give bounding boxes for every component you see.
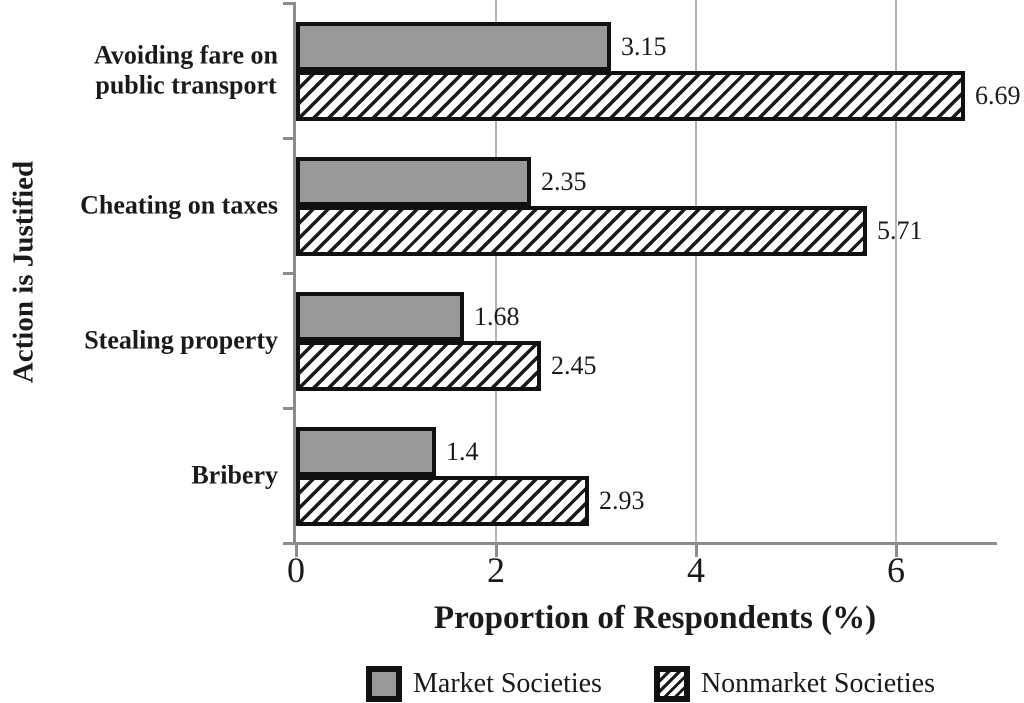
x-tick-label-2: 2 [487, 550, 505, 590]
x-tick-label-6: 6 [887, 550, 905, 590]
y-axis-tick-4 [283, 542, 296, 545]
bar-market-societies-1 [296, 157, 531, 206]
y-axis-tick-3 [283, 407, 296, 410]
legend-swatch-market-societies [366, 666, 402, 702]
y-axis-tick-2 [283, 272, 296, 275]
legend-swatch-nonmarket-societies-hatch-icon [653, 666, 690, 702]
x-axis-tick-4 [695, 543, 698, 557]
bar-nonmarket-societies-3 [296, 476, 589, 526]
value-label-nonmarket-societies-0: 6.69 [975, 81, 1021, 110]
category-label-bribery: Bribery [191, 460, 278, 490]
y-axis-title: Action is Justified [7, 160, 40, 384]
x-axis-line [283, 542, 997, 545]
value-label-market-societies-1: 2.35 [541, 166, 587, 196]
category-label-cheating-on-taxes: Cheating on taxes [80, 190, 278, 220]
legend-label-nonmarket-societies: Nonmarket Societies [700, 668, 936, 699]
category-label-avoiding-fare-on: Avoiding fare on public transport [94, 39, 278, 100]
value-label-nonmarket-societies-3: 2.93 [599, 486, 645, 515]
x-tick-label-4: 4 [687, 550, 705, 590]
bar-market-societies-0 [296, 22, 611, 71]
legend-label-market-societies: Market Societies [413, 668, 602, 699]
gridline-4 [695, 0, 697, 543]
y-axis-tick-1 [283, 137, 296, 140]
value-label-market-societies-3: 1.4 [446, 436, 479, 466]
x-tick-label-0: 0 [287, 550, 305, 590]
x-axis-tick-6 [895, 543, 898, 557]
bar-nonmarket-societies-1 [296, 206, 867, 256]
legend-item-market-societies: Market Societies [366, 666, 602, 702]
value-label-market-societies-2: 1.68 [474, 301, 520, 331]
x-axis-tick-2 [495, 543, 498, 557]
legend: Market Societies Nonmarket Societies [366, 666, 935, 702]
bar-nonmarket-societies-2 [296, 341, 541, 391]
value-label-nonmarket-societies-1: 5.71 [877, 216, 923, 245]
bar-market-societies-2 [296, 292, 464, 341]
bar-nonmarket-societies-0 [296, 71, 965, 121]
gridline-2 [495, 0, 497, 543]
value-label-market-societies-0: 3.15 [621, 31, 667, 61]
y-axis-tick-0 [283, 2, 296, 5]
x-axis-tick-0 [295, 543, 298, 557]
bar-market-societies-3 [296, 427, 436, 476]
category-label-stealing-property: Stealing property [84, 325, 278, 355]
legend-item-nonmarket-societies: Nonmarket Societies [653, 666, 936, 702]
gridline-6 [895, 0, 897, 543]
value-label-nonmarket-societies-2: 2.45 [551, 351, 597, 380]
x-axis-title: Proportion of Respondents (%) [433, 600, 877, 636]
